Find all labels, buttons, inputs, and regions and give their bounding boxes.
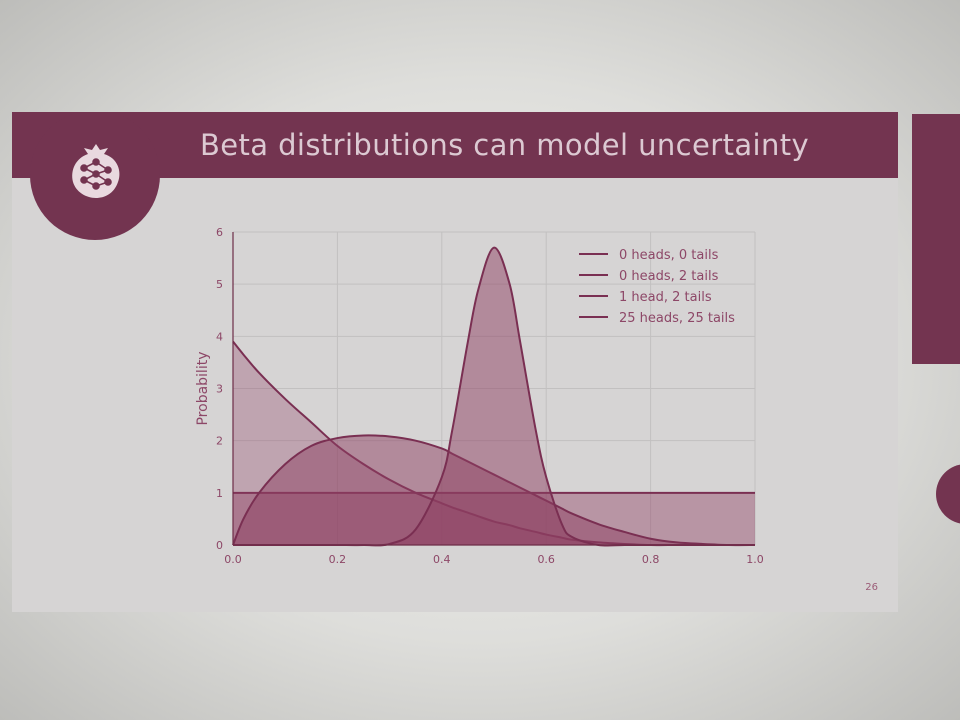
legend-label: 25 heads, 25 tails <box>619 311 735 326</box>
y-tick-label: 0 <box>216 539 223 552</box>
y-tick-label: 6 <box>216 226 223 239</box>
series-area <box>233 247 755 546</box>
y-tick-label: 4 <box>216 330 223 343</box>
y-tick-label: 2 <box>216 435 223 448</box>
pomegranate-network-logo-icon <box>72 144 120 198</box>
x-tick-label: 0.0 <box>224 553 242 566</box>
next-slide-logo-edge <box>936 464 960 524</box>
x-tick-label: 1.0 <box>746 553 764 566</box>
slide-title: Beta distributions can model uncertainty <box>200 128 810 162</box>
y-axis-label: Probability <box>195 351 211 425</box>
page-number: 26 <box>865 582 878 593</box>
y-tick-label: 3 <box>216 383 223 396</box>
y-tick-label: 5 <box>216 278 223 291</box>
x-tick-label: 0.4 <box>433 553 451 566</box>
x-tick-label: 0.8 <box>642 553 660 566</box>
legend-label: 0 heads, 2 tails <box>619 269 719 284</box>
beta-distribution-chart: 0.0 0.2 0.4 0.6 0.8 1.0 0 1 2 3 4 5 6 Probability 0 he… <box>195 226 764 566</box>
y-tick-label: 1 <box>216 487 223 500</box>
header-bar: Beta distributions can model uncertainty <box>12 112 898 178</box>
legend-label: 1 head, 2 tails <box>619 290 712 305</box>
x-tick-label: 0.2 <box>329 553 347 566</box>
next-slide-header-panel <box>912 114 960 364</box>
x-tick-label: 0.6 <box>537 553 555 566</box>
legend-label: 0 heads, 0 tails <box>619 248 719 263</box>
